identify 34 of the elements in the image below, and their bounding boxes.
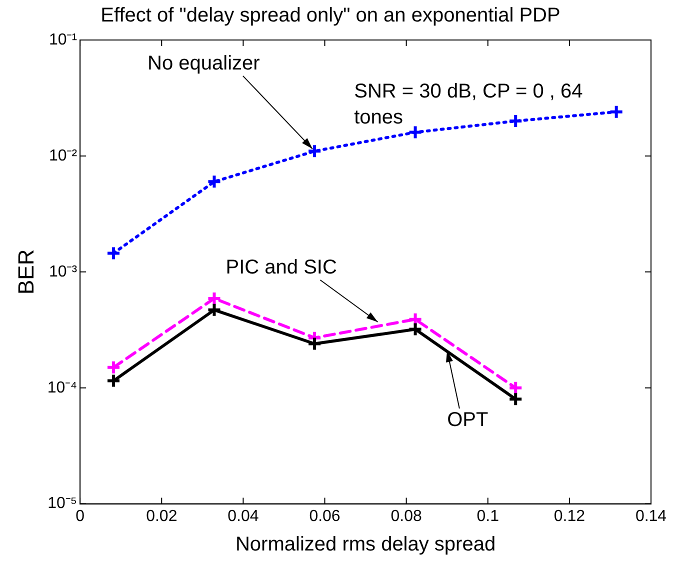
x-tick-label: 0.14 <box>635 508 667 525</box>
point <box>508 392 524 407</box>
point <box>106 360 122 375</box>
x-tick-label: 0 <box>76 508 85 525</box>
y-tick-label: 10⁻¹ <box>48 31 78 48</box>
annotation: OPT <box>447 409 488 432</box>
annotation: PIC and SIC <box>226 256 337 278</box>
point <box>307 336 322 352</box>
x-tick-label: 0.1 <box>476 508 500 525</box>
annotation: SNR = 30 dB, CP = 0 , 64 tones <box>354 80 583 129</box>
point <box>408 322 423 337</box>
x-tick-label: 0.04 <box>228 508 259 525</box>
point <box>508 114 524 129</box>
x-tick-label: 0.12 <box>554 508 586 525</box>
point <box>206 290 222 306</box>
y-tick-label: 10⁻² <box>48 147 78 164</box>
y-tick-label: 10⁻³ <box>48 263 78 280</box>
point <box>408 124 423 140</box>
point <box>106 246 122 261</box>
x-axis-title: Normalized rms delay spread <box>235 534 496 556</box>
y-axis-title: BER <box>13 249 38 295</box>
chart-title: Effect of "delay spread only" on an exponential PDP <box>100 4 560 27</box>
point <box>106 373 122 388</box>
y-tick-label: 10⁻⁴ <box>47 379 78 396</box>
point <box>508 380 524 396</box>
point <box>608 104 624 120</box>
point <box>206 174 222 190</box>
x-tick-label: 0.08 <box>390 508 422 525</box>
point <box>206 302 222 318</box>
annotation: No equalizer <box>148 52 260 74</box>
x-tick-label: 0.06 <box>309 508 340 525</box>
point <box>307 144 322 159</box>
x-tick-label: 0.02 <box>146 508 178 525</box>
y-tick-label: 10⁻⁵ <box>48 495 78 512</box>
